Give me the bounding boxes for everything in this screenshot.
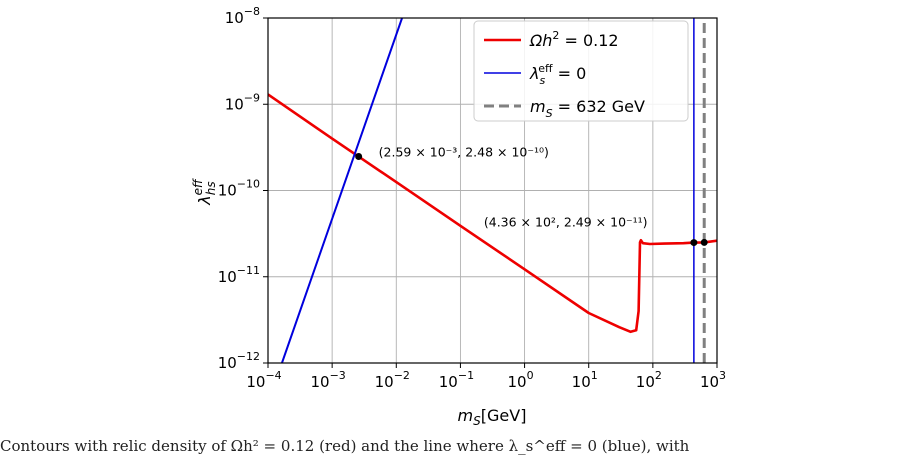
series-lambda-s-zero xyxy=(281,18,403,363)
point-annotation: (4.36 × 10², 2.49 × 10⁻¹¹) xyxy=(484,215,648,230)
x-tick-label: 102 xyxy=(636,369,662,391)
x-axis-title: mS[GeV] xyxy=(458,406,527,428)
y-tick-label: 10−11 xyxy=(218,264,260,286)
series-relic-density xyxy=(268,93,717,334)
legend-box xyxy=(473,20,689,122)
chart: 10−4 10−3 10−2 10−1 100 101 102 103 10−12 10−11 10… xyxy=(191,5,726,428)
y-tick-label: 10−8 xyxy=(225,5,260,27)
x-tick-label: 10−1 xyxy=(439,369,474,391)
legend-entry: λseff = 0 xyxy=(529,62,586,87)
y-tick-label: 10−9 xyxy=(225,91,260,113)
legend-entry: mS = 632 GeV xyxy=(530,97,645,120)
figure-caption: Contours with relic density of Ωh² = 0.1… xyxy=(0,437,690,455)
point-annotation: (2.59 × 10⁻³, 2.48 × 10⁻¹⁰) xyxy=(379,144,549,159)
legend: Ωh2 = 0.12 λseff = 0 mS = 632 GeV xyxy=(473,20,689,122)
data-point xyxy=(690,239,698,247)
y-tick-label: 10−12 xyxy=(218,350,260,372)
ticks: 10−4 10−3 10−2 10−1 100 101 102 103 10−12 10−11 10… xyxy=(218,5,726,391)
points-layer xyxy=(355,152,708,247)
x-tick-label: 101 xyxy=(572,369,598,391)
x-tick-label: 103 xyxy=(700,369,726,391)
x-tick-label: 10−2 xyxy=(375,369,410,391)
legend-entry: Ωh2 = 0.12 xyxy=(529,29,619,50)
series-layer xyxy=(268,18,717,363)
y-axis-title: λhseff xyxy=(191,178,218,206)
x-tick-label: 10−4 xyxy=(246,369,281,391)
data-point xyxy=(700,238,708,246)
y-tick-label: 10−10 xyxy=(218,178,260,200)
x-tick-label: 10−3 xyxy=(310,369,345,391)
annotations: (2.59 × 10⁻³, 2.48 × 10⁻¹⁰) (4.36 × 10², … xyxy=(379,144,648,229)
data-point xyxy=(355,152,363,160)
x-tick-label: 100 xyxy=(508,369,534,391)
